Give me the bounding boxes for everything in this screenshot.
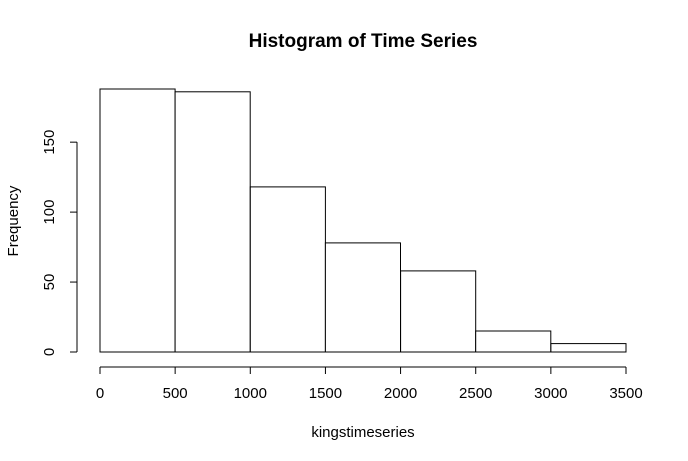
x-tick-label: 500: [163, 385, 188, 402]
y-tick-label: 100: [41, 200, 58, 225]
histogram-bar-3: [324, 242, 401, 353]
x-tick-label: 3000: [534, 385, 567, 402]
histogram-bar-1: [174, 91, 251, 353]
x-tick-label: 2000: [384, 385, 417, 402]
x-tick-label: 1000: [234, 385, 267, 402]
x-axis: 0 500 1000 1500 2000 2500 3000 3500: [96, 366, 643, 402]
chart-title: Histogram of Time Series: [249, 31, 478, 52]
histogram-bar-0: [99, 88, 176, 353]
histogram-bar-5: [475, 330, 552, 353]
histogram-bar-4: [400, 270, 477, 353]
x-tick-label: 2500: [459, 385, 492, 402]
y-axis: 0 50 100 150: [41, 130, 78, 356]
x-tick-label: 3500: [609, 385, 642, 402]
y-tick-label: 0: [41, 348, 58, 356]
histogram-bar-2: [249, 186, 326, 353]
x-tick-label: 1500: [309, 385, 342, 402]
histogram-bar-6: [550, 343, 627, 353]
y-tick-label: 50: [41, 274, 58, 291]
bars-group: [99, 88, 627, 353]
x-tick-label: 0: [96, 385, 104, 402]
y-tick-label: 150: [41, 130, 58, 155]
y-axis-label: Frequency: [5, 185, 22, 256]
x-axis-label: kingstimeseries: [311, 424, 414, 441]
